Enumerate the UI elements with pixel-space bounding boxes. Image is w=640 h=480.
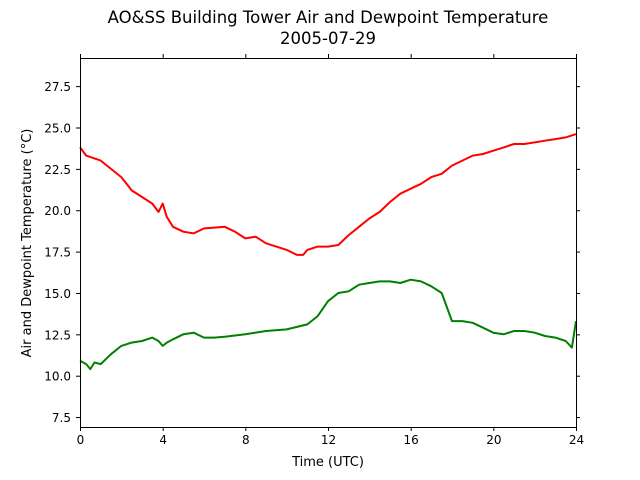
series-line-0 [79,133,577,256]
x-axis-label: Time (UTC) [291,455,364,470]
x-tick-label-2: 8 [242,433,250,447]
x-tick-label-4: 16 [404,433,419,447]
plot-frame [80,58,577,428]
y-tick-label-0: 7.5 [52,411,71,425]
x-tick-label-1: 4 [159,433,167,447]
x-tick-label-5: 20 [486,433,501,447]
y-axis-label: Air and Dewpoint Temperature (°C) [20,129,35,358]
series-line-1 [79,278,577,371]
y-tick-label-6: 22.5 [44,163,71,177]
y-tick-label-3: 15.0 [44,287,71,301]
y-tick-label-2: 12.5 [44,328,71,342]
series-layer [79,133,577,371]
y-tick-label-8: 27.5 [44,80,71,94]
chart-title: AO&SS Building Tower Air and Dewpoint Te… [107,8,549,27]
y-tick-label-4: 17.5 [44,246,71,260]
y-tick-label-5: 20.0 [44,204,71,218]
chart-subtitle: 2005-07-29 [280,29,376,48]
x-tick-label-3: 12 [321,433,336,447]
x-tick-label-0: 0 [77,433,85,447]
x-tick-label-6: 24 [569,433,584,447]
y-tick-label-1: 10.0 [44,370,71,384]
y-tick-label-7: 25.0 [44,121,71,135]
tick-layer: 0 4 8 12 16 20 24 7.5 10.0 12.5 15.0 17.5 20.0 22.5 25… [44,54,584,447]
